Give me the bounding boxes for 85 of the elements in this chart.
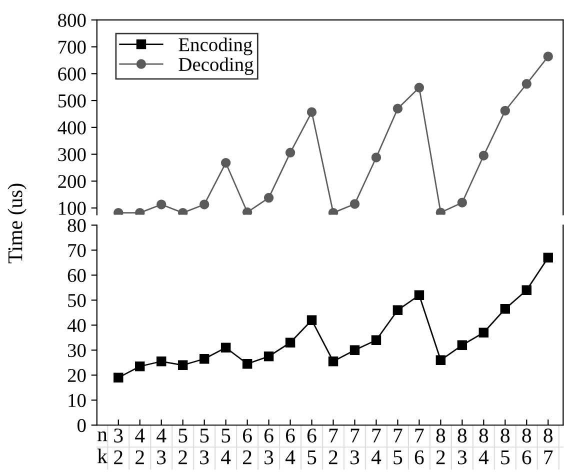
point [242,359,252,369]
x-tick-label: 8 4 [478,428,489,464]
point [199,354,210,364]
x-tick-label: 7 2 [328,428,338,464]
y-tick-label: 40 [67,318,86,332]
point [156,356,166,366]
point [392,305,403,315]
point [522,79,532,89]
y-tick-label: 300 [58,148,86,162]
point [156,200,166,210]
x-tick-label: 8 7 [544,428,553,464]
point [392,104,403,114]
point [457,340,468,350]
x-tick-label: 8 3 [458,428,467,464]
x-tick-label: 6 4 [285,428,296,464]
point [328,208,338,215]
point [114,372,124,382]
x-tick-label: 5 4 [221,428,231,464]
x-tick-label: 6 2 [242,428,252,464]
point [220,342,231,352]
point [543,252,553,263]
text: k [97,448,108,464]
point [414,82,424,93]
x-tick-label: 7 5 [394,428,402,464]
point [220,158,231,168]
x-tick-label: 4 3 [156,428,166,464]
point [436,355,446,365]
y-tick-label: 800 [58,14,86,27]
point [306,107,317,117]
y-tick-label: 60 [68,268,86,282]
y-tick-label: 50 [68,294,86,308]
point [478,150,489,160]
point [457,198,468,208]
x-tick-label: 7 4 [371,428,382,464]
point [371,335,382,345]
point [522,285,532,296]
point [199,200,210,210]
x-tick-label: 3 2 [114,428,123,464]
point [135,208,145,215]
point [478,328,489,338]
y-tick-label: 0 [78,418,86,432]
x-tick-label: 6 3 [264,428,274,464]
point [285,148,296,158]
point [178,360,188,370]
x-tick-label: 8 5 [500,428,510,464]
y-tick-label: 10 [68,394,86,408]
y-tick-label: 80 [68,218,86,232]
y-tick-label: 200 [58,174,86,188]
x-tick-label: 6 5 [307,428,316,464]
y-tick-label: 700 [58,40,86,54]
point [500,304,510,314]
point [114,208,124,215]
point [350,345,360,355]
x-tick-label: 5 3 [200,428,209,464]
point [264,192,274,203]
y-axis-title: Time (us) [8,184,27,264]
point [264,352,274,362]
legend-label: Decoding [178,57,254,76]
point [306,315,317,325]
point [178,208,188,215]
point [350,199,360,209]
x-tick-label: 7 6 [414,428,424,464]
y-tick-label: 70 [68,244,86,258]
y-tick-label: 100 [59,202,86,215]
point [328,356,338,366]
y-tick-label: 30 [68,344,86,358]
point [371,152,382,162]
y-tick-label: 500 [58,94,86,108]
x-tick-label: 8 6 [522,428,532,464]
x-tick-label: 8 2 [436,428,446,464]
x-tick-label: 7 3 [350,428,360,464]
point [436,208,446,215]
x-tick-label: 5 2 [178,428,188,464]
legend-label: Encoding [178,38,252,56]
point [135,362,145,372]
point [414,290,424,300]
text: n [98,431,108,442]
point [285,338,296,348]
point [242,207,252,215]
y-tick-label: 400 [58,121,86,134]
x-tick-label: 4 2 [135,428,145,464]
point [500,106,510,116]
y-tick-label: 20 [68,368,86,382]
point [543,52,553,62]
y-tick-label: 600 [58,67,86,81]
